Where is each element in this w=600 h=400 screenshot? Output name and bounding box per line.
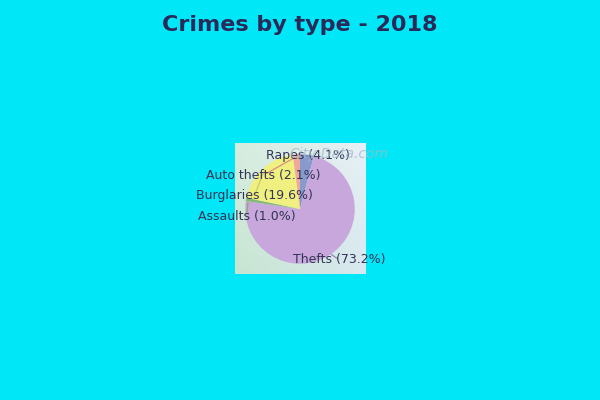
Text: Burglaries (19.6%): Burglaries (19.6%) bbox=[196, 190, 313, 202]
Wedge shape bbox=[300, 154, 314, 209]
Text: Thefts (73.2%): Thefts (73.2%) bbox=[293, 253, 385, 266]
Text: Assaults (1.0%): Assaults (1.0%) bbox=[198, 210, 295, 223]
Wedge shape bbox=[245, 156, 355, 264]
Wedge shape bbox=[293, 154, 300, 209]
Text: Auto thefts (2.1%): Auto thefts (2.1%) bbox=[206, 168, 321, 182]
Text: City-Data.com: City-Data.com bbox=[290, 147, 389, 161]
Text: Crimes by type - 2018: Crimes by type - 2018 bbox=[162, 15, 438, 35]
Text: Rapes (4.1%): Rapes (4.1%) bbox=[266, 149, 350, 162]
Wedge shape bbox=[246, 198, 300, 209]
Wedge shape bbox=[247, 155, 300, 209]
